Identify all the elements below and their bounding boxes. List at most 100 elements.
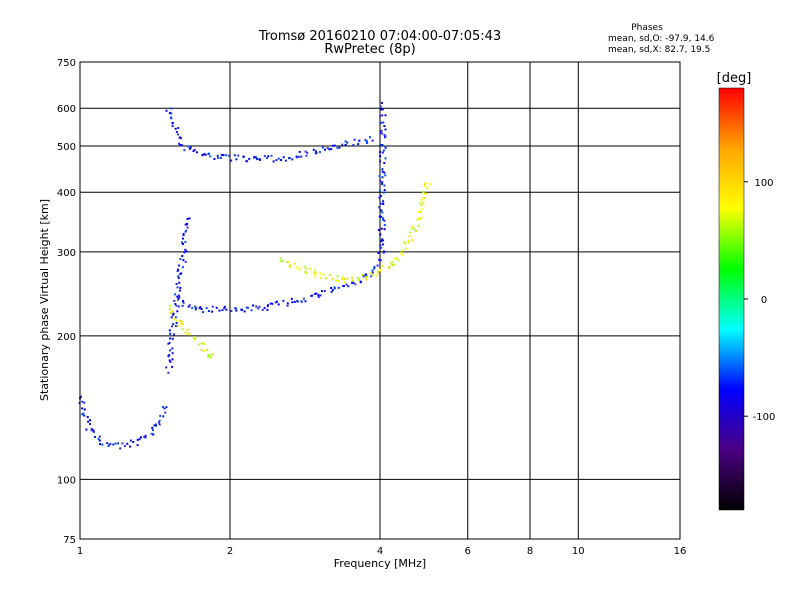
echo-point bbox=[298, 268, 301, 271]
echo-point bbox=[267, 155, 270, 158]
echo-point bbox=[89, 423, 91, 425]
echo-point bbox=[181, 255, 184, 257]
echo-point bbox=[298, 155, 300, 158]
echo-point bbox=[381, 243, 384, 246]
echo-point bbox=[412, 228, 415, 231]
echo-point bbox=[391, 264, 394, 266]
echo-point bbox=[85, 428, 88, 431]
echo-point bbox=[172, 312, 175, 315]
echo-point bbox=[178, 294, 180, 297]
echo-point bbox=[98, 439, 101, 442]
echo-point bbox=[219, 156, 222, 159]
echo-point bbox=[143, 435, 146, 438]
echo-point bbox=[293, 262, 296, 265]
echo-point bbox=[343, 278, 346, 281]
echo-point bbox=[338, 146, 341, 149]
echo-point bbox=[263, 307, 266, 309]
echo-point bbox=[383, 228, 386, 231]
echo-point bbox=[286, 304, 289, 307]
echo-point bbox=[172, 323, 175, 326]
echo-point bbox=[381, 114, 384, 117]
echo-point bbox=[175, 319, 178, 322]
echo-point bbox=[381, 181, 384, 184]
echo-point bbox=[211, 305, 214, 308]
x-tick-label: 1 bbox=[77, 546, 83, 557]
echo-point bbox=[185, 229, 188, 232]
echo-point bbox=[364, 273, 367, 276]
echo-point bbox=[182, 233, 185, 235]
echo-point bbox=[411, 239, 414, 242]
echo-point bbox=[233, 154, 236, 157]
echo-point bbox=[83, 401, 86, 404]
echo-point bbox=[194, 308, 197, 311]
echo-point bbox=[162, 415, 165, 418]
colorbar bbox=[718, 87, 745, 511]
echo-point bbox=[184, 248, 187, 251]
echo-point bbox=[380, 240, 383, 243]
echo-point bbox=[193, 148, 196, 151]
echo-point bbox=[188, 304, 191, 307]
echo-point bbox=[382, 191, 385, 194]
echo-point bbox=[265, 157, 268, 160]
echo-point bbox=[382, 217, 385, 220]
echo-point bbox=[377, 271, 380, 274]
echo-point bbox=[171, 347, 174, 350]
echo-point bbox=[195, 151, 198, 154]
echo-point bbox=[177, 305, 180, 308]
echo-point bbox=[409, 231, 412, 234]
echo-point bbox=[383, 133, 386, 136]
echo-point bbox=[230, 159, 233, 162]
echo-point bbox=[250, 309, 253, 312]
echo-point bbox=[176, 286, 179, 289]
echo-point bbox=[290, 297, 293, 300]
echo-point bbox=[269, 302, 272, 305]
echo-point bbox=[282, 299, 285, 302]
echo-point bbox=[215, 306, 218, 309]
echo-point bbox=[382, 219, 385, 221]
echo-point bbox=[180, 323, 183, 326]
echo-point bbox=[202, 311, 205, 314]
echo-point bbox=[213, 158, 216, 160]
echo-point bbox=[300, 300, 303, 303]
echo-point bbox=[234, 307, 237, 310]
echo-point bbox=[208, 353, 211, 356]
echo-point bbox=[245, 306, 248, 309]
echo-point bbox=[169, 360, 172, 363]
echo-point bbox=[373, 266, 376, 269]
echo-point bbox=[206, 348, 209, 351]
echo-point bbox=[304, 150, 307, 153]
echo-point bbox=[171, 358, 174, 361]
echo-point bbox=[365, 141, 368, 144]
echo-point bbox=[378, 206, 381, 209]
echo-point bbox=[315, 151, 318, 154]
echo-point bbox=[393, 257, 396, 260]
colorbar-tick-label: 0 bbox=[761, 295, 767, 306]
echo-point bbox=[378, 175, 381, 178]
y-axis-label: Stationary phase Virtual Height [km] bbox=[38, 199, 51, 401]
echo-point bbox=[337, 280, 340, 283]
echo-point bbox=[388, 265, 391, 268]
echo-point bbox=[378, 258, 380, 261]
echo-point bbox=[384, 114, 387, 117]
echo-point bbox=[344, 281, 346, 284]
echo-point bbox=[380, 144, 383, 146]
echo-point bbox=[357, 278, 360, 281]
x-tick-label: 8 bbox=[527, 546, 533, 557]
echo-point bbox=[171, 352, 174, 355]
echo-point bbox=[171, 337, 174, 340]
echo-point bbox=[336, 275, 339, 278]
echo-point bbox=[198, 343, 201, 346]
echo-point bbox=[379, 155, 382, 158]
echo-point bbox=[253, 156, 256, 159]
echo-point bbox=[203, 349, 205, 352]
echo-point bbox=[191, 306, 194, 309]
echo-point bbox=[378, 196, 381, 199]
echo-point bbox=[311, 294, 314, 297]
echo-point bbox=[380, 108, 383, 111]
echo-point bbox=[417, 224, 420, 227]
echo-point bbox=[87, 420, 90, 423]
echo-point bbox=[199, 306, 202, 309]
echo-point bbox=[158, 421, 160, 424]
echo-point bbox=[107, 445, 110, 447]
echo-point bbox=[82, 412, 85, 415]
